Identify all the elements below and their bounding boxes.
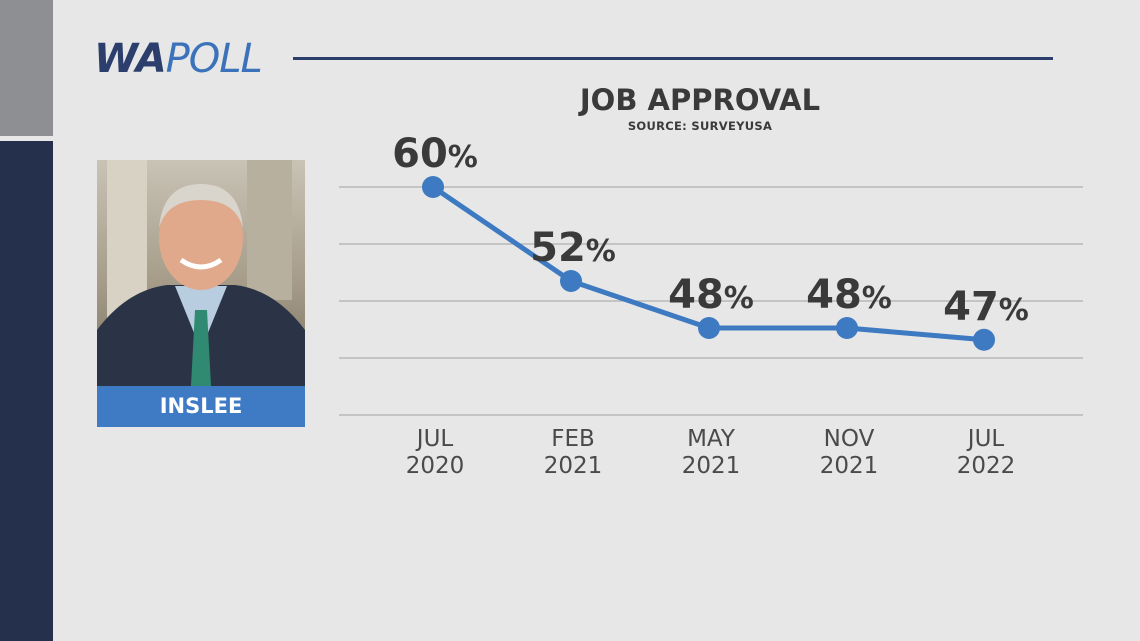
data-point [560,270,582,292]
data-label: 48% [668,272,754,318]
data-label: 52% [530,225,616,271]
x-tick-month: JUL [966,426,1005,452]
data-point [422,176,444,198]
wa-poll-logo: WAPOLL [94,34,263,84]
accent-stripe-gray [0,0,53,136]
chart-title: JOB APPROVAL [579,83,821,117]
x-tick-year: 2021 [820,453,879,479]
x-tick-year: 2021 [544,453,603,479]
data-label: 48% [806,272,892,318]
data-point [836,317,858,339]
accent-stripe-navy [0,141,53,641]
candidate-photo [97,160,305,386]
x-tick-year: 2020 [406,453,465,479]
logo-wa: WA [94,36,167,82]
data-label: 60% [392,131,478,177]
data-label: 47% [943,284,1029,330]
data-point [698,317,720,339]
x-tick-year: 2022 [957,453,1016,479]
x-tick-month: JUL [415,426,454,452]
candidate-name: INSLEE [97,386,305,427]
chart-subtitle: SOURCE: SURVEYUSA [627,119,773,133]
data-point [973,328,995,351]
header-rule [293,57,1053,60]
x-tick-month: FEB [551,426,595,452]
x-tick-year: 2021 [682,453,741,479]
x-tick-month: NOV [824,426,875,452]
logo-poll: POLL [165,36,263,82]
x-tick-month: MAY [687,426,736,452]
